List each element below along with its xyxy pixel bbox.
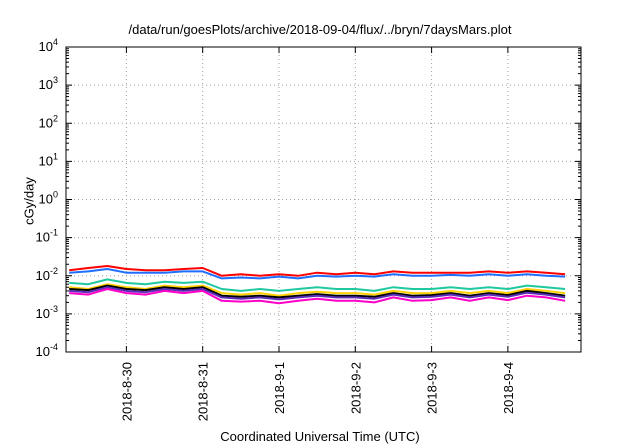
y-tick-base: 10 bbox=[39, 192, 53, 207]
x-tick-label: 2018-8-31 bbox=[196, 362, 211, 421]
y-tick-base: 10 bbox=[36, 230, 50, 245]
y-tick-label: 104 bbox=[39, 37, 58, 54]
axis-ticks bbox=[66, 46, 581, 353]
y-tick-label: 103 bbox=[39, 75, 58, 92]
x-tick-label: 2018-9-3 bbox=[425, 362, 440, 414]
y-tick-base: 10 bbox=[39, 77, 53, 92]
x-tick-label: 2018-9-4 bbox=[501, 362, 516, 414]
series-line-6 bbox=[69, 286, 566, 301]
plot-frame bbox=[65, 46, 582, 353]
x-tick-label: 2018-8-30 bbox=[119, 362, 134, 421]
series-line-2 bbox=[69, 268, 566, 280]
y-tick-base: 10 bbox=[39, 153, 53, 168]
y-tick-base: 10 bbox=[36, 268, 50, 283]
y-tick-base: 10 bbox=[36, 306, 50, 321]
y-tick-exponent: -2 bbox=[50, 266, 58, 276]
y-tick-base: 10 bbox=[39, 115, 53, 130]
y-tick-label: 100 bbox=[39, 190, 58, 207]
y-tick-label: 102 bbox=[39, 113, 58, 130]
y-tick-exponent: -1 bbox=[50, 228, 58, 238]
x-tick-label: 2018-9-1 bbox=[272, 362, 287, 414]
grid-lines bbox=[66, 47, 581, 352]
y-tick-exponent: -3 bbox=[50, 304, 58, 314]
chart-title: /data/run/goesPlots/archive/2018-09-04/f… bbox=[128, 22, 512, 37]
series-layer bbox=[69, 265, 566, 305]
y-tick-exponent: 4 bbox=[53, 37, 58, 47]
y-tick-label: 10-4 bbox=[36, 342, 58, 359]
y-tick-exponent: 1 bbox=[53, 151, 58, 161]
y-tick-exponent: -4 bbox=[50, 342, 58, 352]
y-tick-base: 10 bbox=[36, 344, 50, 359]
y-tick-label: 10-1 bbox=[36, 228, 58, 245]
y-tick-exponent: 2 bbox=[53, 113, 58, 123]
x-axis-label: Coordinated Universal Time (UTC) bbox=[220, 429, 420, 444]
y-tick-exponent: 3 bbox=[53, 75, 58, 85]
y-tick-exponent: 0 bbox=[53, 190, 58, 200]
y-tick-label: 10-3 bbox=[36, 304, 58, 321]
series-line-3 bbox=[69, 278, 566, 292]
series-line-7 bbox=[69, 288, 566, 305]
x-tick-label: 2018-9-2 bbox=[348, 362, 363, 414]
series-line-1 bbox=[69, 265, 566, 277]
series-line-5 bbox=[69, 284, 566, 299]
y-tick-label: 101 bbox=[39, 151, 58, 168]
series-line-4 bbox=[69, 283, 566, 297]
x-tick-labels: 2018-8-30 2018-8-31 2018-9-1 2018-9-2 2018-9… bbox=[119, 362, 515, 421]
y-tick-base: 10 bbox=[39, 39, 53, 54]
y-tick-label: 10-2 bbox=[36, 266, 58, 283]
